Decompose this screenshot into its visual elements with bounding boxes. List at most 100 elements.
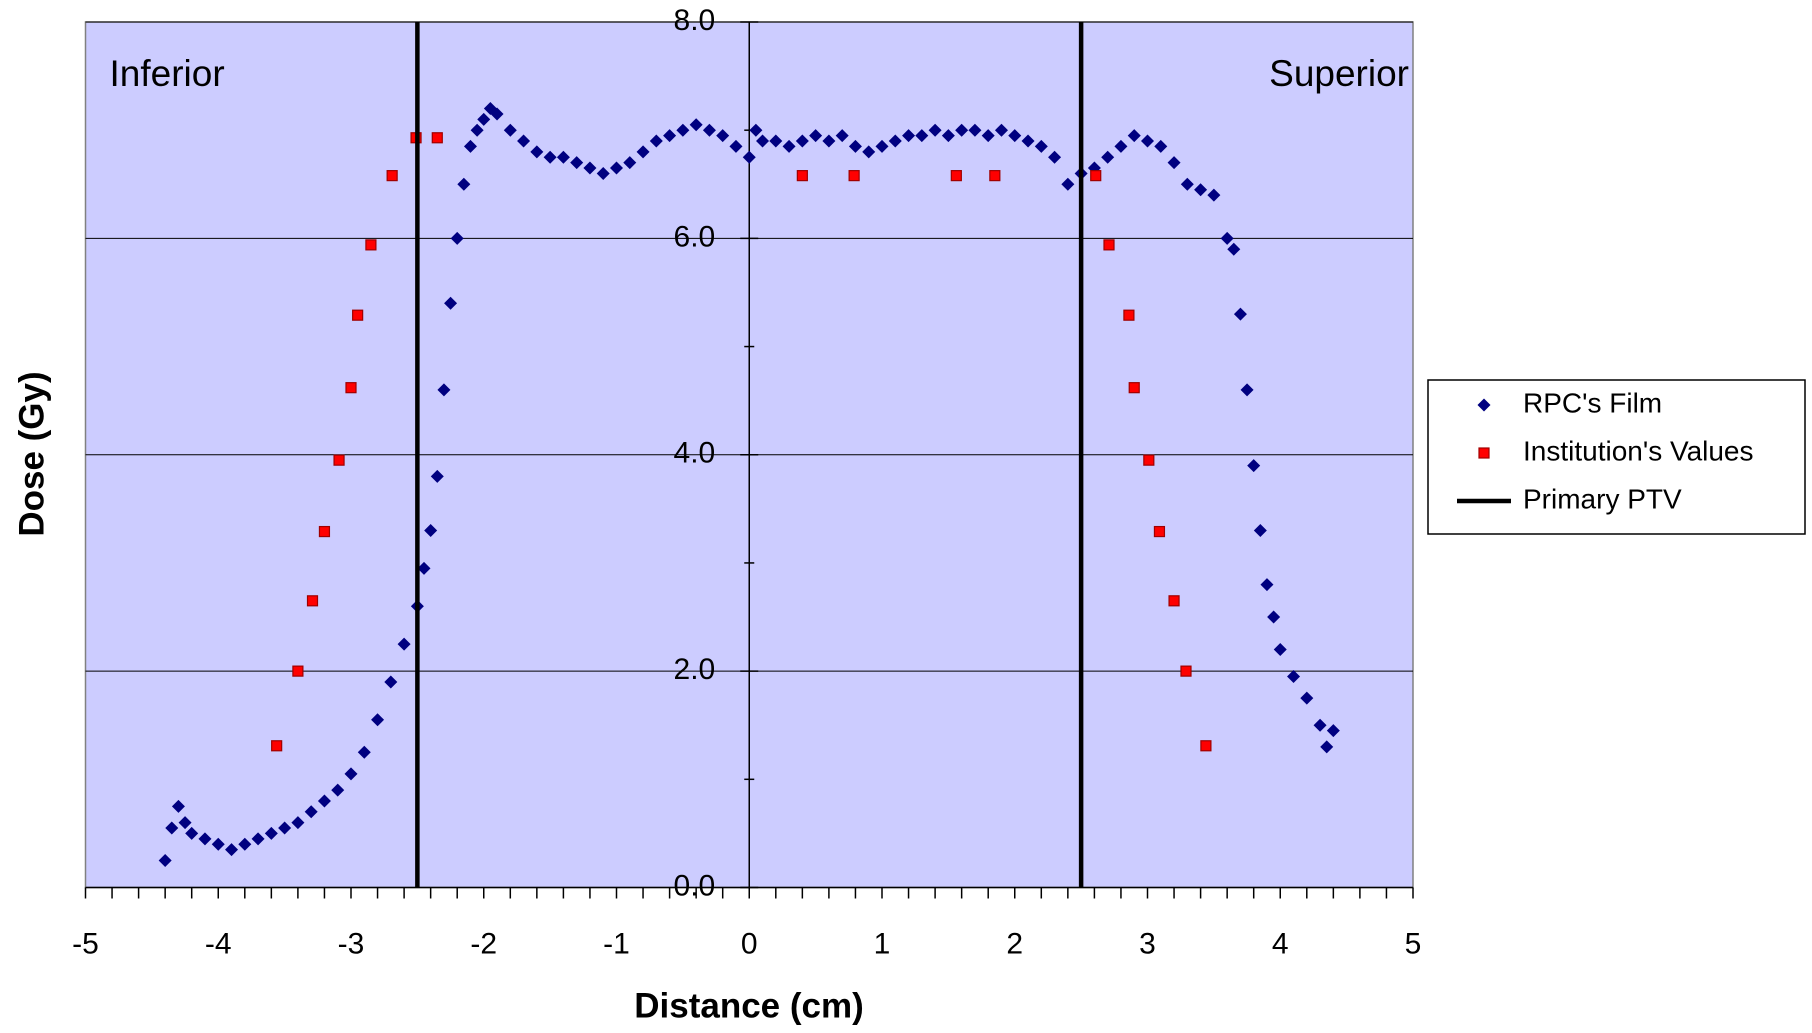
- point: [915, 129, 929, 143]
- point: [1227, 242, 1241, 256]
- point: [742, 150, 756, 164]
- point: [463, 139, 477, 153]
- point: [848, 139, 862, 153]
- point: [689, 118, 703, 132]
- point: [1300, 691, 1314, 705]
- y-tick-label: 2.0: [674, 653, 716, 686]
- point: [457, 177, 471, 191]
- annotation: Superior: [1269, 53, 1409, 94]
- point: [1180, 177, 1194, 191]
- point: [1168, 595, 1180, 607]
- legend-label: Institution's Values: [1523, 435, 1754, 466]
- point: [1273, 642, 1287, 656]
- point: [430, 469, 444, 483]
- legend-label: RPC's Film: [1523, 387, 1662, 418]
- y-tick-label: 0.0: [674, 869, 716, 902]
- y-axis-title: Dose (Gy): [12, 371, 51, 536]
- point: [848, 170, 860, 182]
- x-axis-title: Distance (cm): [634, 986, 864, 1025]
- point: [1103, 239, 1115, 251]
- legend-label: Primary PTV: [1523, 483, 1682, 514]
- point: [271, 740, 283, 752]
- x-tick-label: 0: [741, 927, 758, 960]
- point: [1008, 129, 1022, 143]
- point: [384, 675, 398, 689]
- point: [716, 129, 730, 143]
- point: [556, 150, 570, 164]
- point: [610, 161, 623, 175]
- point: [596, 166, 610, 180]
- legend-swatch: [1478, 447, 1490, 459]
- point: [822, 134, 836, 148]
- point: [1200, 740, 1212, 752]
- point: [417, 561, 431, 575]
- annotation: Inferior: [110, 53, 225, 94]
- point: [702, 123, 716, 137]
- x-tick-label: -1: [603, 927, 630, 960]
- x-tick-label: 5: [1405, 927, 1422, 960]
- point: [676, 123, 690, 137]
- point: [729, 139, 743, 153]
- point: [796, 170, 808, 182]
- point: [477, 112, 491, 126]
- point: [291, 816, 305, 830]
- point: [437, 383, 451, 397]
- x-tick-label: -5: [72, 927, 99, 960]
- point: [663, 129, 677, 143]
- point: [264, 826, 278, 840]
- point: [371, 713, 385, 727]
- point: [1153, 525, 1166, 538]
- point: [198, 832, 212, 846]
- point: [333, 454, 345, 466]
- point: [1313, 718, 1327, 732]
- point: [928, 123, 942, 137]
- point: [344, 767, 358, 781]
- point: [1101, 150, 1115, 164]
- point: [352, 309, 364, 321]
- point: [875, 139, 889, 153]
- point: [570, 156, 584, 170]
- point: [1127, 129, 1141, 143]
- point: [902, 129, 916, 143]
- point: [756, 134, 770, 148]
- point: [636, 145, 650, 159]
- point: [994, 123, 1008, 137]
- point: [583, 161, 597, 175]
- point: [950, 170, 962, 182]
- x-tick-label: 2: [1006, 927, 1023, 960]
- point: [1114, 139, 1128, 153]
- point: [238, 837, 252, 851]
- point: [1240, 383, 1254, 397]
- point: [1180, 665, 1192, 677]
- point: [1320, 740, 1334, 754]
- point: [1267, 610, 1281, 624]
- point: [1034, 139, 1048, 153]
- point: [225, 843, 239, 857]
- point: [345, 382, 357, 394]
- point: [331, 783, 345, 797]
- point: [1061, 177, 1075, 191]
- point: [1128, 382, 1140, 394]
- point: [292, 665, 304, 677]
- point: [782, 139, 796, 153]
- point: [543, 150, 557, 164]
- point: [749, 123, 763, 137]
- point: [1143, 454, 1155, 466]
- x-tick-label: 4: [1272, 927, 1289, 960]
- point: [649, 134, 663, 148]
- point: [1090, 170, 1102, 182]
- point: [1207, 188, 1221, 202]
- point: [989, 170, 1001, 182]
- x-tick-label: -2: [470, 927, 497, 960]
- legend-box: [1427, 379, 1806, 535]
- point: [470, 123, 484, 137]
- point: [450, 231, 464, 245]
- y-tick-label: 6.0: [674, 220, 716, 253]
- point: [888, 134, 902, 148]
- point: [1247, 459, 1261, 473]
- point: [386, 170, 398, 182]
- point: [955, 123, 969, 137]
- point: [318, 525, 331, 538]
